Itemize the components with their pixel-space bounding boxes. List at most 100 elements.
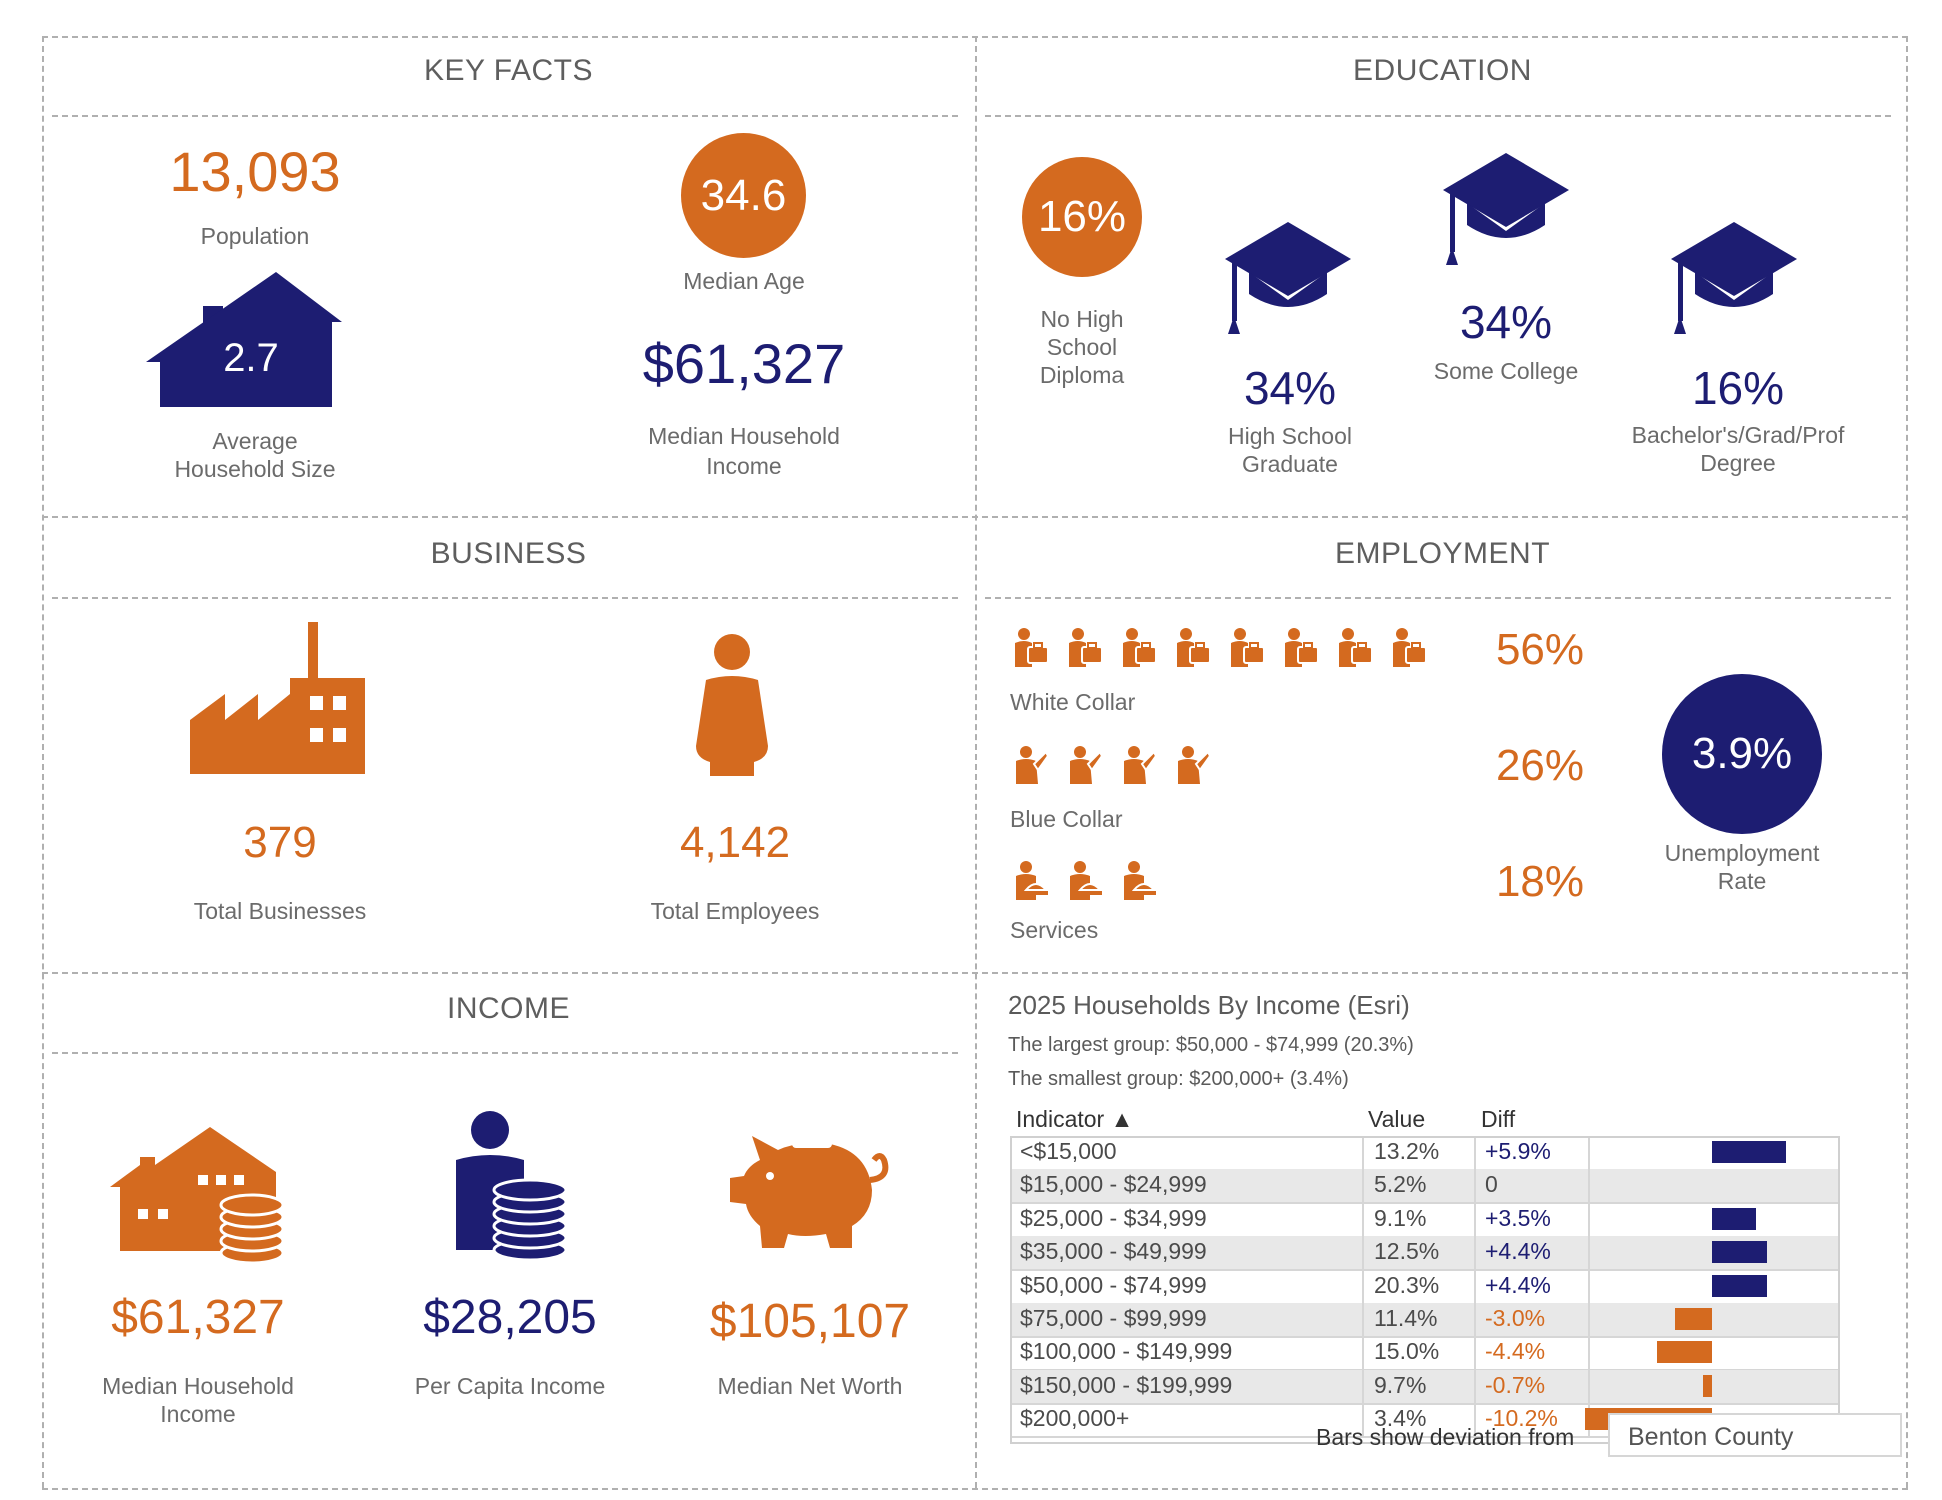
income-title: INCOME bbox=[447, 992, 570, 1025]
row-value: 9.7% bbox=[1374, 1371, 1427, 1398]
household-size-label-1: Average bbox=[212, 428, 298, 454]
median-income-value: $61,327 bbox=[642, 332, 846, 395]
cell-separator bbox=[1474, 1403, 1476, 1437]
row-diff: +3.5% bbox=[1485, 1204, 1551, 1231]
education-title: EDUCATION bbox=[1353, 54, 1532, 87]
cell-separator bbox=[1588, 1169, 1590, 1203]
cell-separator bbox=[1362, 1202, 1364, 1236]
frame-right bbox=[1906, 36, 1908, 1488]
person-coins-icon bbox=[450, 1110, 570, 1265]
employees-value: 4,142 bbox=[679, 818, 791, 867]
blue-collar-worker-icon bbox=[1066, 744, 1104, 789]
unemployment-value: 3.9% bbox=[1691, 729, 1793, 778]
person-icon bbox=[692, 634, 772, 781]
frame-left bbox=[42, 36, 44, 1488]
blue-collar-worker-icon bbox=[1174, 744, 1212, 789]
cell-separator bbox=[1362, 1336, 1364, 1370]
cell-separator bbox=[1588, 1336, 1590, 1370]
services-label: Services bbox=[1010, 917, 1099, 943]
employment-rule bbox=[985, 597, 1891, 599]
net-worth-label: Median Net Worth bbox=[717, 1373, 903, 1399]
row-diff: +4.4% bbox=[1485, 1271, 1551, 1298]
table-row[interactable]: <$15,000 13.2% +5.9% bbox=[1010, 1136, 1840, 1171]
house-coins-icon bbox=[110, 1127, 285, 1270]
white-collar-value: 56% bbox=[1495, 625, 1585, 674]
row-diff: +5.9% bbox=[1485, 1138, 1551, 1164]
household-size-value: 2.7 bbox=[223, 336, 279, 380]
column-diff-header[interactable]: Diff bbox=[1481, 1106, 1516, 1132]
bachelor-label-2: Degree bbox=[1700, 450, 1776, 476]
cell-separator bbox=[1588, 1303, 1590, 1336]
no-diploma-label-1: No High bbox=[1040, 306, 1124, 332]
white-collar-label: White Collar bbox=[1010, 689, 1136, 715]
table-row[interactable]: $15,000 - $24,999 5.2% 0 bbox=[1010, 1169, 1840, 1205]
table-row[interactable]: $150,000 - $199,999 9.7% -0.7% bbox=[1010, 1369, 1840, 1405]
no-diploma-label-2: School bbox=[1046, 334, 1118, 360]
hs-label-1: High School bbox=[1227, 423, 1353, 449]
unemployment-label-1: Unemployment bbox=[1664, 840, 1820, 866]
row-indicator: $150,000 - $199,999 bbox=[1020, 1371, 1233, 1398]
graduation-cap-icon bbox=[1671, 222, 1797, 339]
row-value: 13.2% bbox=[1374, 1138, 1440, 1164]
college-value: 34% bbox=[1459, 296, 1553, 348]
row-indicator: $25,000 - $34,999 bbox=[1020, 1204, 1207, 1231]
largest-group: The largest group: $50,000 - $74,999 (20… bbox=[1008, 1034, 1414, 1056]
column-value-header[interactable]: Value bbox=[1368, 1106, 1426, 1132]
cell-separator bbox=[1588, 1136, 1590, 1169]
factory-icon bbox=[190, 622, 365, 779]
row-indicator: $50,000 - $74,999 bbox=[1020, 1271, 1207, 1298]
cell-separator bbox=[1362, 1369, 1364, 1403]
row-diff: 0 bbox=[1485, 1171, 1498, 1198]
row-diff: -10.2% bbox=[1485, 1405, 1558, 1432]
column-indicator-header[interactable]: Indicator ▲ bbox=[1016, 1106, 1134, 1132]
white-collar-worker-icon bbox=[1282, 627, 1320, 672]
hs-label-2: Graduate bbox=[1242, 451, 1338, 477]
frame-row1 bbox=[42, 516, 1908, 518]
frame-center bbox=[975, 36, 977, 1488]
services-worker-icon bbox=[1012, 860, 1050, 905]
row-value: 20.3% bbox=[1374, 1271, 1440, 1298]
per-capita-value: $28,205 bbox=[423, 1291, 597, 1344]
negative-deviation-bar bbox=[1703, 1374, 1712, 1397]
frame-bottom bbox=[42, 1488, 1908, 1490]
row-indicator: $75,000 - $99,999 bbox=[1020, 1305, 1207, 1331]
row-diff: -3.0% bbox=[1485, 1305, 1546, 1331]
no-diploma-label-3: Diploma bbox=[1039, 362, 1125, 388]
graduation-cap-icon bbox=[1443, 153, 1569, 270]
white-collar-icons bbox=[1012, 627, 1444, 667]
row-diff: -4.4% bbox=[1485, 1338, 1546, 1365]
services-worker-icon bbox=[1066, 860, 1104, 905]
row-indicator: $35,000 - $49,999 bbox=[1020, 1238, 1207, 1265]
cell-separator bbox=[1474, 1269, 1476, 1303]
blue-collar-worker-icon bbox=[1012, 744, 1050, 789]
white-collar-worker-icon bbox=[1228, 627, 1266, 672]
unemployment-label-2: Rate bbox=[1717, 868, 1767, 894]
cell-separator bbox=[1362, 1403, 1364, 1437]
white-collar-worker-icon bbox=[1390, 627, 1428, 672]
cell-separator bbox=[1474, 1202, 1476, 1236]
table-row[interactable]: $35,000 - $49,999 12.5% +4.4% bbox=[1010, 1236, 1840, 1272]
median-age-label: Median Age bbox=[683, 268, 805, 294]
white-collar-worker-icon bbox=[1336, 627, 1374, 672]
row-diff: -0.7% bbox=[1485, 1371, 1546, 1398]
cell-separator bbox=[1362, 1136, 1364, 1169]
white-collar-worker-icon bbox=[1174, 627, 1212, 672]
table-row[interactable]: $75,000 - $99,999 11.4% -3.0% bbox=[1010, 1303, 1840, 1338]
row-value: 3.4% bbox=[1374, 1405, 1427, 1432]
college-label: Some College bbox=[1433, 358, 1579, 384]
compare-area-select[interactable]: Benton County bbox=[1608, 1413, 1902, 1457]
cell-separator bbox=[1474, 1369, 1476, 1403]
business-rule bbox=[52, 597, 958, 599]
businesses-value: 379 bbox=[243, 818, 317, 867]
positive-deviation-bar bbox=[1712, 1241, 1767, 1264]
cell-separator bbox=[1474, 1136, 1476, 1169]
cell-separator bbox=[1362, 1269, 1364, 1303]
cell-separator bbox=[1362, 1169, 1364, 1203]
median-age-circle: 34.6 bbox=[681, 133, 806, 258]
households-title: 2025 Households By Income (Esri) bbox=[1008, 990, 1410, 1020]
cell-separator bbox=[1474, 1303, 1476, 1336]
cell-separator bbox=[1588, 1202, 1590, 1236]
cell-separator bbox=[1588, 1369, 1590, 1403]
white-collar-worker-icon bbox=[1066, 627, 1104, 672]
white-collar-worker-icon bbox=[1012, 627, 1050, 672]
